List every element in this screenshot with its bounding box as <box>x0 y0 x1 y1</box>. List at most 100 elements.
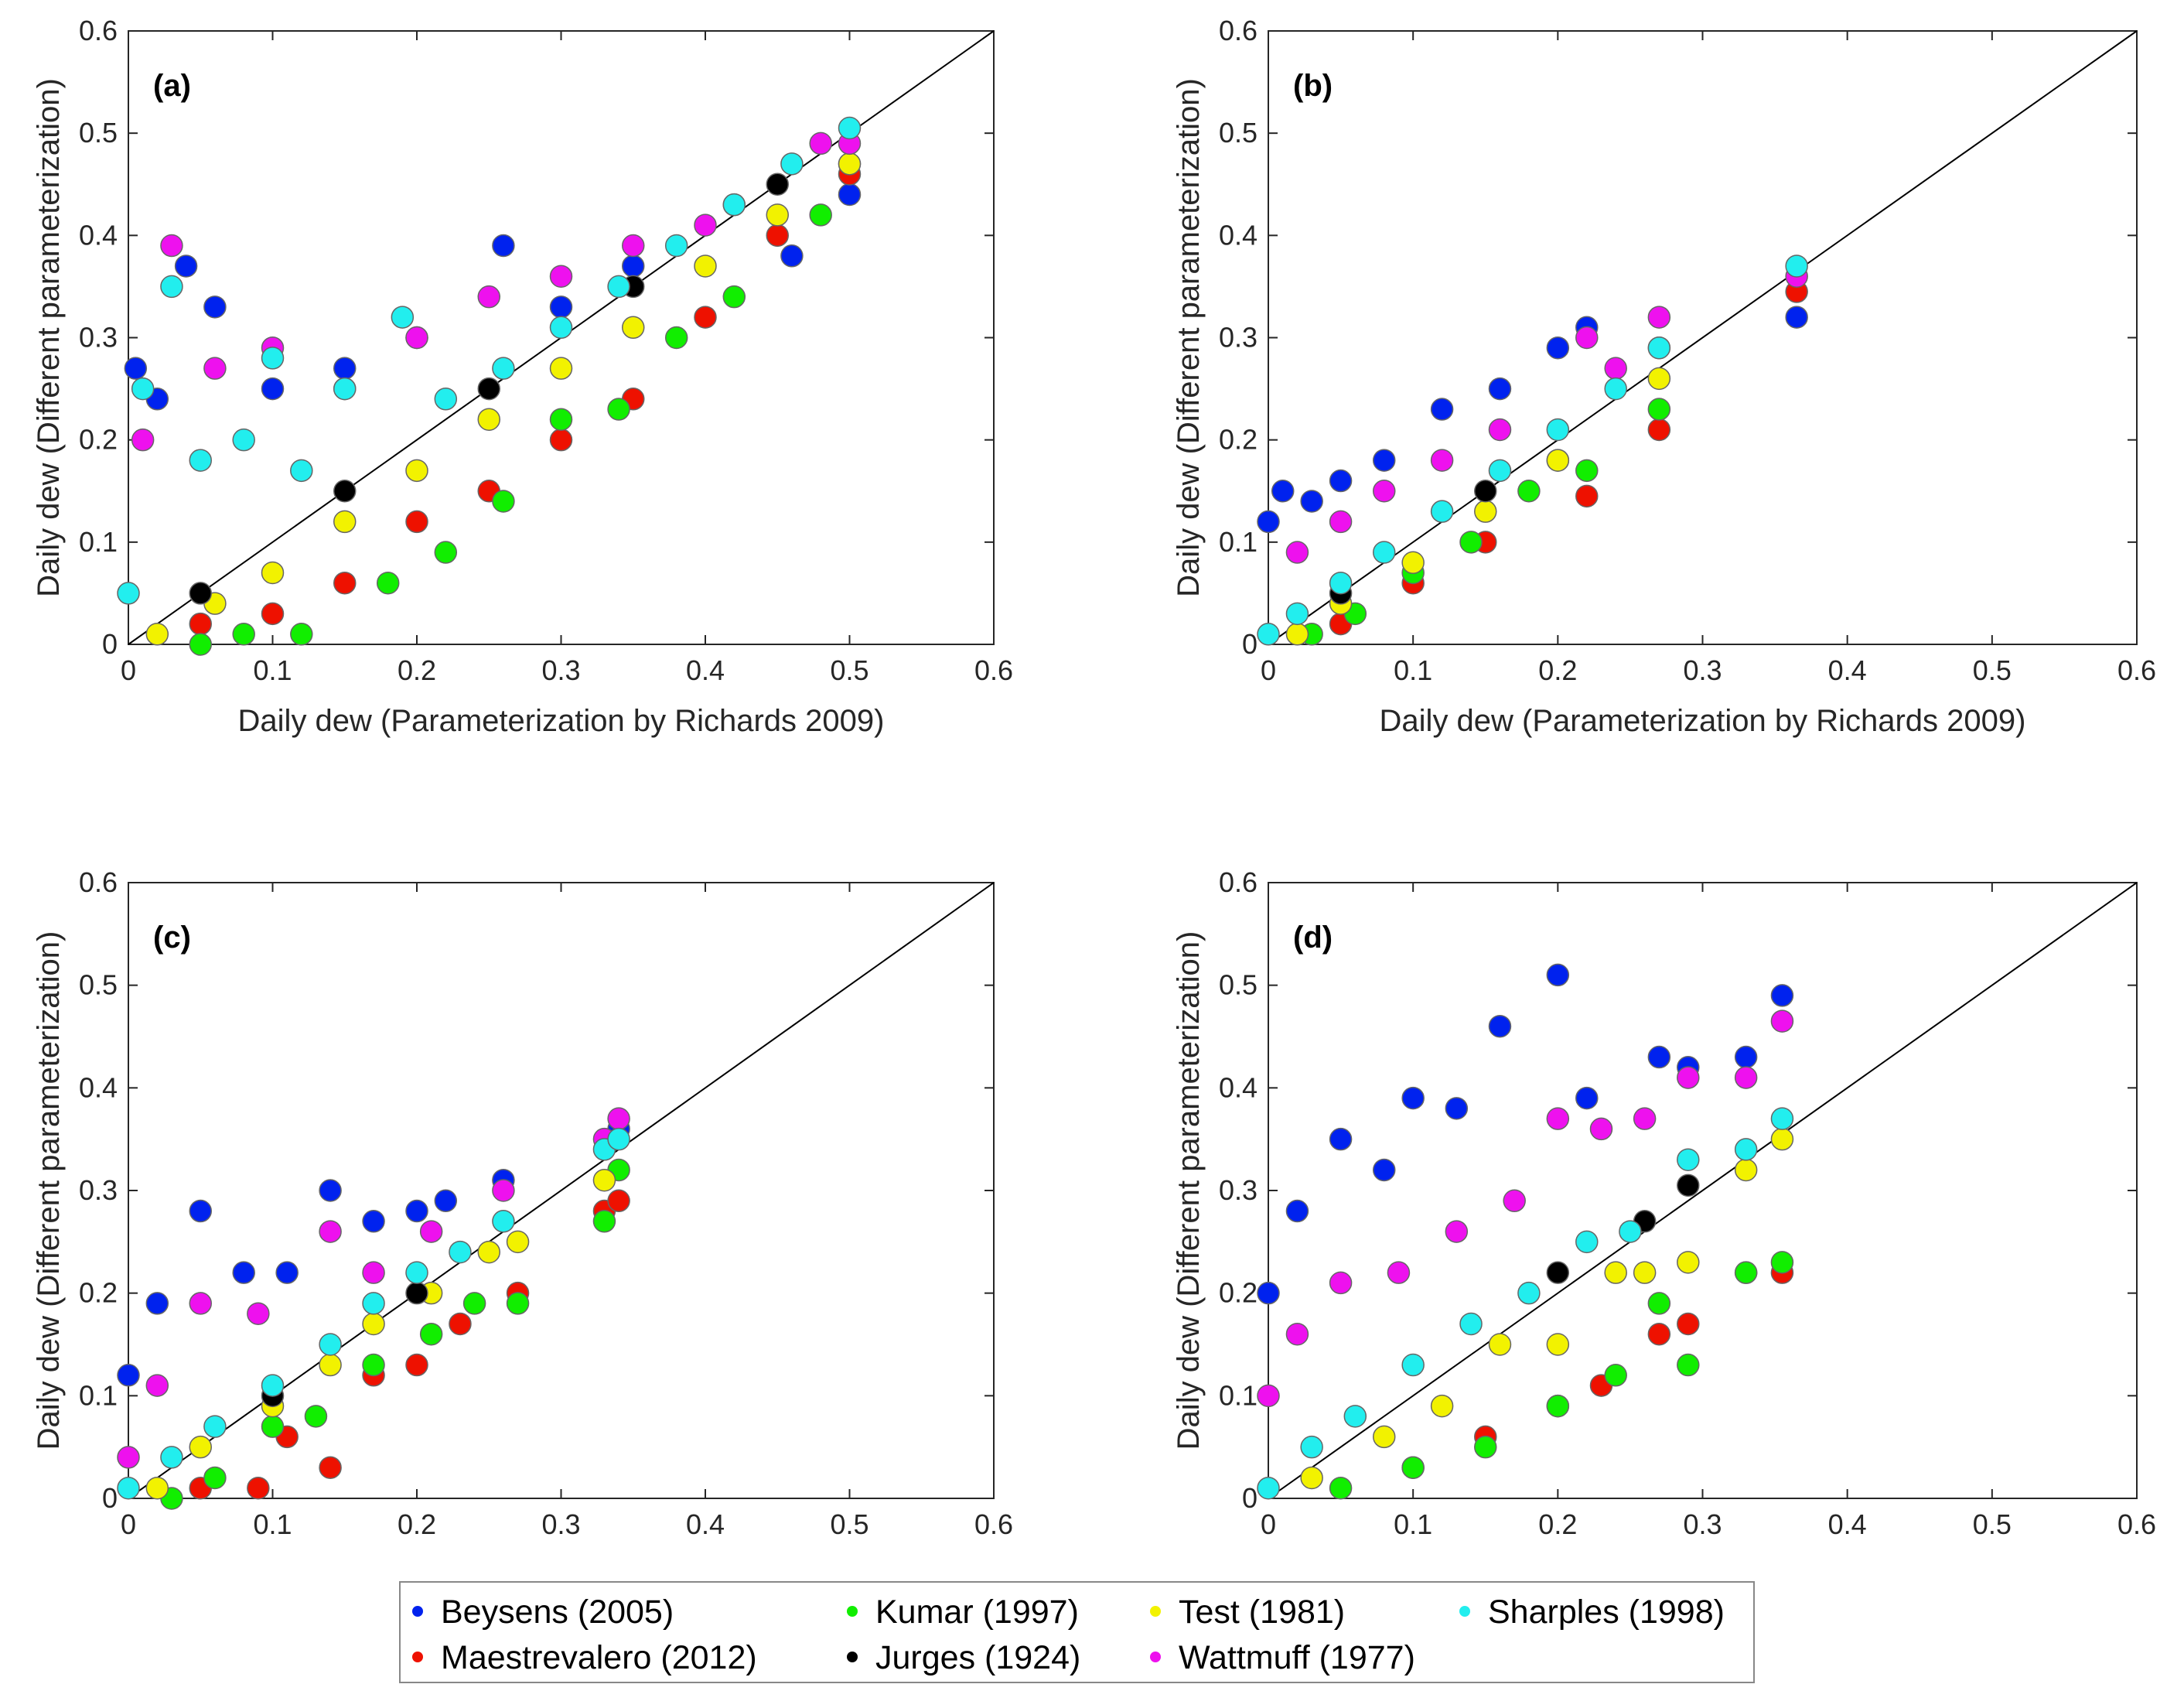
x-tick-label: 0.4 <box>1828 1508 1867 1540</box>
point <box>492 1210 515 1233</box>
panel-label: (c) <box>153 921 191 955</box>
point <box>203 1415 227 1438</box>
identity-line <box>1268 30 2138 645</box>
identity-line <box>1268 882 2138 1499</box>
point <box>1488 1333 1512 1356</box>
point <box>174 254 198 278</box>
point <box>780 244 804 268</box>
point <box>333 510 357 534</box>
point <box>1647 1045 1671 1069</box>
point <box>549 408 573 431</box>
legend-marker <box>1150 1652 1161 1662</box>
point <box>160 234 183 258</box>
x-tick-label: 0.3 <box>541 654 580 686</box>
point <box>1488 377 1512 401</box>
point <box>304 1405 328 1428</box>
x-tick-label: 0.2 <box>1538 654 1577 686</box>
point <box>189 1435 212 1459</box>
point <box>766 173 789 196</box>
point <box>549 316 573 340</box>
y-tick-label: 0.3 <box>1219 322 1258 354</box>
x-tick-label: 0.1 <box>1394 654 1432 686</box>
point <box>1257 1281 1280 1305</box>
point <box>247 1302 270 1325</box>
point <box>1488 459 1512 483</box>
x-tick-label: 0 <box>1261 1508 1276 1540</box>
point <box>1285 602 1309 626</box>
point <box>1329 571 1353 595</box>
y-tick-label: 0.1 <box>1219 1379 1258 1411</box>
point <box>1575 459 1599 483</box>
point <box>506 1230 530 1254</box>
point <box>1546 449 1570 472</box>
point <box>1387 1261 1411 1284</box>
point <box>1604 357 1627 380</box>
y-axis-label: Daily dew (Different parameterization) <box>1172 931 1206 1450</box>
x-tick-label: 0.3 <box>1683 654 1722 686</box>
point <box>1770 984 1794 1007</box>
point <box>1647 336 1671 360</box>
point <box>1647 1322 1671 1346</box>
point <box>607 1127 630 1151</box>
point <box>1734 1261 1758 1284</box>
point <box>809 132 832 155</box>
point <box>449 1312 472 1336</box>
point <box>290 623 313 646</box>
panel: 0 0.1 0.2 0.3 0.4 0.5 0.6 0 0.1 0.2 0.3 0.4 0.5 0.6 (c… <box>32 866 1013 1540</box>
point <box>809 203 832 227</box>
point <box>1285 623 1309 646</box>
point <box>1546 1333 1570 1356</box>
legend-label: Beysens (2005) <box>441 1594 674 1631</box>
point <box>232 1261 255 1284</box>
point <box>145 1476 169 1500</box>
point <box>838 183 862 207</box>
panel-label: (d) <box>1293 921 1333 955</box>
point <box>1677 1148 1700 1171</box>
point <box>405 459 428 483</box>
point <box>1503 1189 1526 1213</box>
point <box>1329 510 1353 534</box>
point <box>1474 1435 1497 1459</box>
point <box>1271 480 1295 503</box>
point <box>622 234 645 258</box>
point <box>592 1210 616 1233</box>
legend-label: Kumar (1997) <box>875 1594 1079 1631</box>
legend-marker <box>1150 1606 1161 1617</box>
point <box>333 377 357 401</box>
point <box>722 285 746 309</box>
point <box>261 377 285 401</box>
point <box>1734 1066 1758 1089</box>
point <box>449 1240 472 1264</box>
point <box>117 1446 140 1469</box>
y-tick-label: 0.1 <box>79 1379 118 1411</box>
point <box>405 1261 428 1284</box>
y-tick-label: 0.3 <box>79 322 118 354</box>
point <box>1734 1158 1758 1182</box>
legend-marker <box>1459 1606 1470 1617</box>
point <box>145 623 169 646</box>
point <box>434 388 458 411</box>
x-tick-label: 0.6 <box>974 654 1013 686</box>
point <box>694 306 717 329</box>
point <box>261 347 285 370</box>
point <box>1546 418 1570 442</box>
point <box>333 480 357 503</box>
point <box>1647 367 1671 391</box>
point <box>362 1292 385 1315</box>
y-tick-label: 0.6 <box>1219 15 1258 46</box>
y-tick-label: 0.4 <box>1219 219 1258 251</box>
point <box>664 326 688 350</box>
point <box>1770 1127 1794 1151</box>
point <box>1633 1107 1657 1130</box>
x-tick-label: 0.5 <box>1973 1508 2012 1540</box>
point <box>145 1292 169 1315</box>
point <box>1401 1353 1425 1377</box>
point <box>1372 1158 1396 1182</box>
point <box>1647 418 1671 442</box>
point <box>1459 531 1483 554</box>
legend-box <box>399 1581 1755 1683</box>
y-tick-label: 0.5 <box>1219 969 1258 1001</box>
point <box>1257 623 1280 646</box>
point <box>131 377 155 401</box>
